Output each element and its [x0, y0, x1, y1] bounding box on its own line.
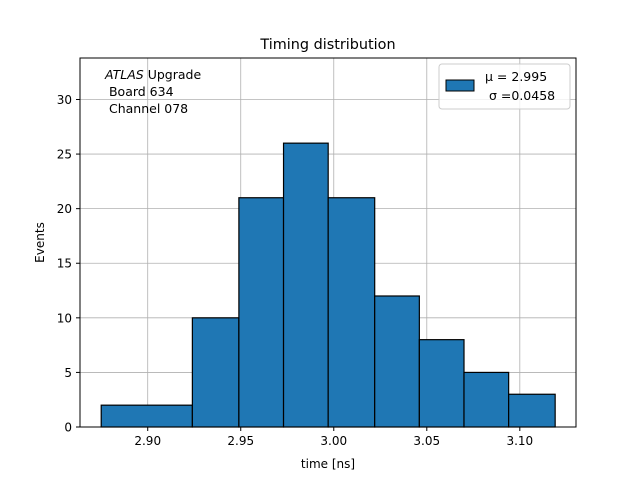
chart-title: Timing distribution [259, 37, 395, 53]
histogram-bar [327, 197, 376, 428]
x-tick-label: 3.00 [320, 434, 347, 448]
x-tick-label: 3.10 [506, 434, 533, 448]
plot-frame [79, 57, 577, 428]
annotation-channel: Channel 078 [105, 101, 188, 116]
x-tick-label: 2.90 [134, 434, 161, 448]
y-tick-label: 20 [57, 202, 72, 216]
annotation-board: Board 634 [105, 84, 174, 99]
histogram-bar [374, 295, 420, 428]
histogram-bar [238, 197, 285, 428]
legend-mu-label: μ = 2.995 [485, 69, 547, 84]
annotation-line-1: ATLAS Upgrade [104, 67, 201, 82]
histogram-bar [100, 404, 193, 428]
histogram-bar [463, 371, 510, 428]
legend-swatch [445, 79, 475, 92]
annotation-upgrade: Upgrade [144, 67, 202, 82]
experiment-annotation: ATLAS Upgrade Board 634 Channel 078 [104, 67, 201, 116]
histogram-bars [100, 142, 556, 428]
histogram-bar [508, 393, 556, 428]
y-tick-label: 30 [57, 93, 72, 107]
histogram-bar [418, 339, 465, 428]
histogram-bar [282, 142, 329, 428]
y-tick-label: 10 [57, 311, 72, 325]
legend: μ = 2.995 σ =0.0458 [438, 63, 571, 110]
y-tick-label: 5 [64, 366, 72, 380]
annotation-atlas: ATLAS [104, 67, 144, 82]
y-tick-label: 25 [57, 148, 72, 162]
y-tick-label: 0 [64, 421, 72, 435]
x-axis-ticks: 2.90 2.95 3.00 3.05 3.10 [134, 427, 533, 448]
y-axis-ticks: 0 5 10 15 20 25 30 [57, 93, 80, 435]
histogram-bar [191, 317, 240, 428]
x-axis-label: time [ns] [301, 457, 355, 471]
x-tick-label: 3.05 [413, 434, 440, 448]
x-tick-label: 2.95 [227, 434, 254, 448]
y-axis-label: Events [33, 222, 47, 263]
legend-frame [438, 63, 571, 110]
y-tick-label: 15 [57, 257, 72, 271]
legend-sigma-label: σ =0.0458 [489, 88, 555, 103]
